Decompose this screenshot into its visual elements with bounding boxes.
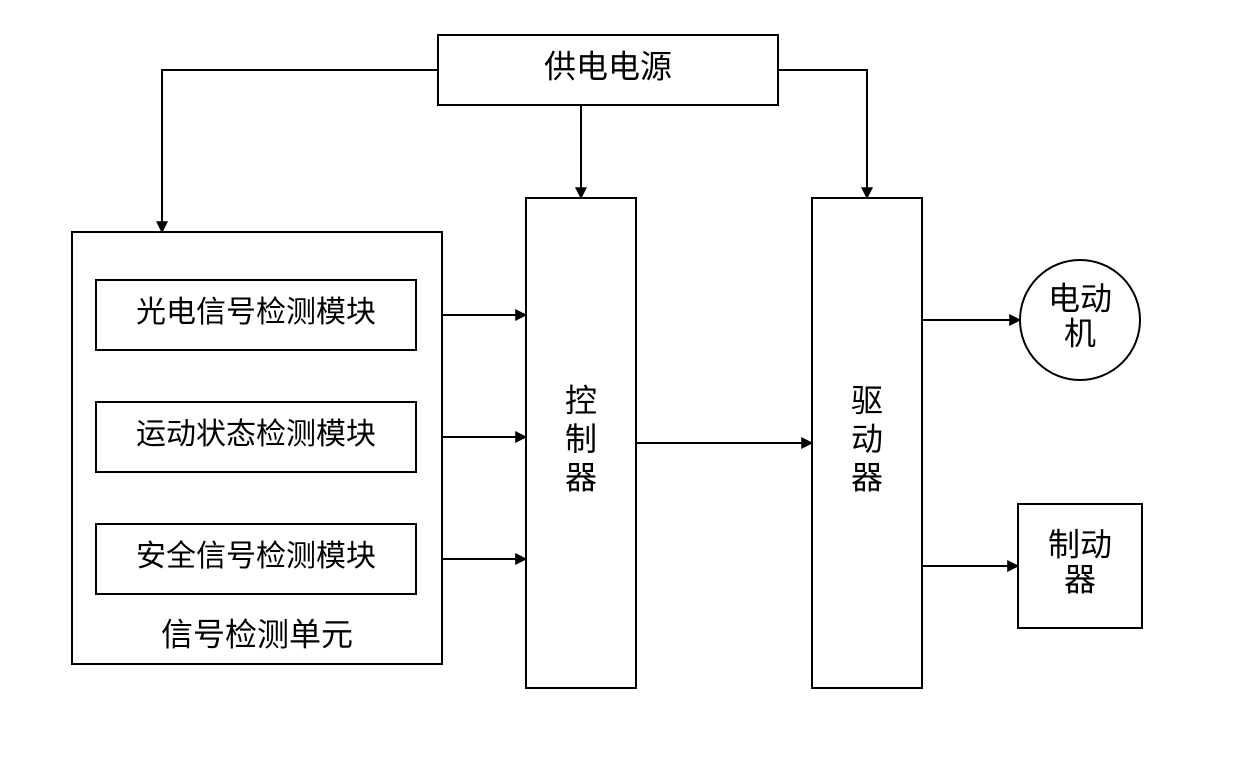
node-power: 供电电源 <box>438 35 778 105</box>
node-driver: 驱动器 <box>812 198 922 688</box>
block-diagram: 供电电源信号检测单元光电信号检测模块运动状态检测模块安全信号检测模块 控制器 驱动器… <box>0 0 1240 758</box>
label: 光电信号检测模块 <box>136 296 376 329</box>
label: 信号检测单元 <box>161 617 353 653</box>
node-opt: 光电信号检测模块 <box>96 280 416 350</box>
node-controller: 控制器 <box>526 198 636 688</box>
node-brake: 制动器 <box>1018 504 1142 628</box>
label: 供电电源 <box>544 48 672 84</box>
label: 驱动器 <box>851 383 883 496</box>
label: 控制器 <box>565 383 597 496</box>
edge-pwr-det <box>162 70 438 232</box>
node-motor: 电动机 <box>1020 260 1140 380</box>
node-safety: 安全信号检测模块 <box>96 524 416 594</box>
edge-pwr-drv <box>778 70 867 198</box>
label: 安全信号检测模块 <box>136 540 376 573</box>
node-motion: 运动状态检测模块 <box>96 402 416 472</box>
label: 运动状态检测模块 <box>136 418 376 451</box>
